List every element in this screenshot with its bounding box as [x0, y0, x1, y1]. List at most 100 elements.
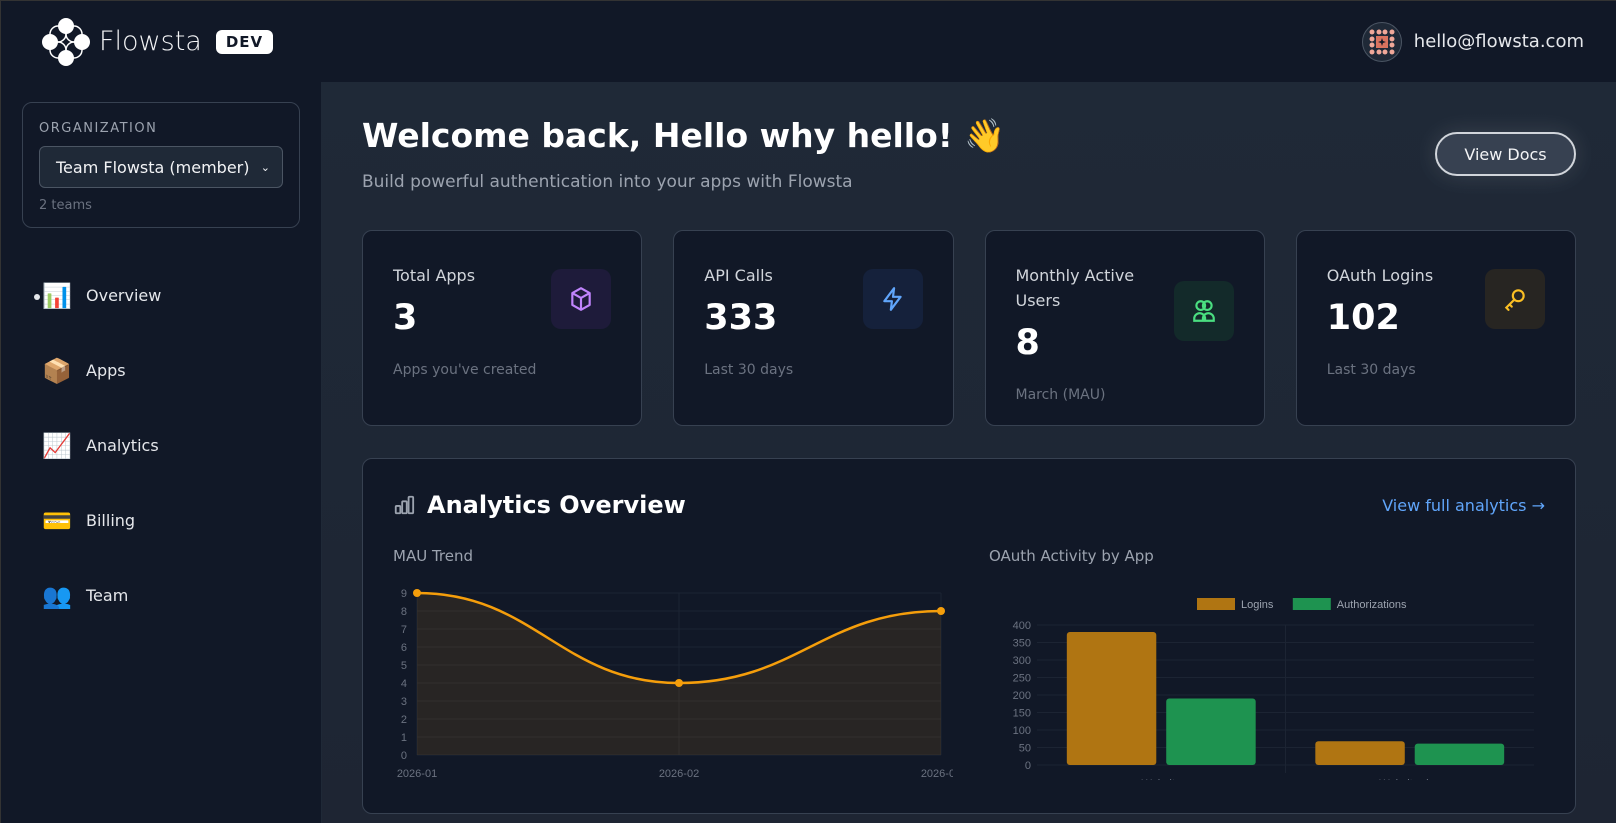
area-fill: [417, 593, 941, 755]
y-tick-label: 5: [401, 660, 407, 672]
page-subtitle: Build powerful authentication into your …: [362, 172, 853, 192]
y-tick-label: 200: [1013, 690, 1031, 702]
cube-icon: [551, 269, 612, 329]
bar-logins: [1066, 632, 1157, 765]
stat-label: Total Apps: [393, 266, 476, 285]
stat-sub: March (MAU): [1015, 387, 1106, 403]
sidebar-item-label: Overview: [86, 286, 162, 305]
stat-sub: Last 30 days: [704, 362, 794, 378]
y-tick-label: 4: [401, 678, 407, 690]
view-docs-button[interactable]: View Docs: [1435, 132, 1576, 176]
stat-card-oauth-logins: OAuth Logins 102 Last 30 days: [1295, 230, 1576, 426]
y-tick-label: 50: [1019, 743, 1031, 755]
sidebar-item-label: Team: [86, 586, 129, 605]
stat-card-mau: Monthly Active Users 8 March (MAU): [984, 230, 1265, 426]
mau-trend-chart: MAU Trend 0 1 2 3 4 5 6 7 8 9 2026-01 2026-02 2026-0…: [393, 547, 961, 784]
bar-authorizations: [1414, 743, 1505, 765]
x-tick-label: Website: [1141, 778, 1181, 780]
user-menu[interactable]: hello@flowsta.com: [1361, 21, 1584, 62]
sidebar-item-analytics[interactable]: 📈 Analytics: [22, 408, 300, 483]
oauth-activity-chart: OAuth Activity by App 0 50 100 150 200 250 300…: [989, 547, 1554, 790]
package-icon: 📦: [42, 356, 72, 385]
y-tick-label: 7: [401, 624, 407, 636]
sidebar-item-overview[interactable]: 📊 Overview: [22, 258, 300, 333]
bar-logins: [1315, 741, 1405, 765]
trend-icon: 📈: [42, 431, 72, 460]
y-tick-label: 3: [401, 696, 407, 708]
y-tick-label: 300: [1013, 655, 1031, 667]
chevron-down-icon: ⌄: [260, 160, 270, 174]
sidebar-item-label: Apps: [86, 361, 126, 380]
brand-name: Flowsta: [99, 26, 202, 57]
stat-card-api-calls: API Calls 333 Last 30 days: [673, 230, 954, 426]
stat-label: OAuth Logins: [1326, 266, 1434, 285]
sidebar-nav: 📊 Overview 📦 Apps 📈 Analytics 💳 Billing 👥 Tea…: [22, 258, 300, 633]
y-tick-label: 350: [1013, 638, 1031, 650]
legend-swatch: [1292, 598, 1331, 610]
x-tick-label: 2026-02: [659, 768, 699, 780]
top-header: Flowsta DEV hello@flowsta.com: [0, 0, 1616, 82]
key-icon: [1485, 269, 1545, 329]
main-content: Welcome back, Hello why hello! 👋 Build p…: [322, 82, 1616, 823]
chart-title: MAU Trend: [393, 547, 474, 565]
stat-label: API Calls: [704, 266, 773, 285]
sidebar-item-label: Billing: [86, 511, 136, 530]
y-tick-label: 0: [1025, 760, 1031, 772]
stat-sub: Apps you've created: [393, 362, 537, 378]
org-count: 2 teams: [39, 198, 92, 213]
bar-chart-icon: [394, 495, 415, 515]
stats-cards: Total Apps 3 Apps you've created API Cal…: [362, 230, 1576, 426]
legend-label: Authorizations: [1337, 599, 1407, 611]
y-tick-label: 0: [401, 750, 407, 762]
oauth-activity-svg: 0 50 100 150 200 250 300 350 400 Website Website-d…: [1013, 598, 1534, 790]
view-full-analytics-link[interactable]: View full analytics →: [1382, 495, 1545, 515]
flowsta-logo-icon: [42, 17, 90, 66]
sidebar-item-apps[interactable]: 📦 Apps: [22, 333, 300, 408]
x-tick-label: Website-dev: [1379, 778, 1440, 780]
org-label: ORGANIZATION: [39, 121, 158, 136]
y-tick-label: 6: [401, 642, 407, 654]
chart-icon: 📊: [42, 281, 72, 310]
stat-value: 3: [393, 298, 418, 338]
logo[interactable]: Flowsta DEV: [41, 17, 274, 67]
data-point: [675, 679, 683, 687]
y-tick-label: 250: [1013, 673, 1031, 685]
sidebar-item-team[interactable]: 👥 Team: [22, 558, 300, 633]
organization-panel: ORGANIZATION Team Flowsta (member) ⌄ 2 t…: [22, 102, 300, 228]
sidebar-item-label: Analytics: [86, 436, 159, 455]
organization-select[interactable]: Team Flowsta (member) ⌄: [39, 146, 283, 188]
users-icon: [1173, 281, 1234, 341]
user-email: hello@flowsta.com: [1413, 31, 1584, 52]
y-tick-label: 150: [1013, 708, 1031, 720]
bar-authorizations: [1166, 698, 1256, 765]
x-tick-label: 2026-01: [397, 768, 437, 780]
users-icon: 👥: [42, 581, 72, 610]
stat-value: 102: [1326, 298, 1400, 338]
x-tick-label: 2026-03: [921, 768, 953, 780]
y-tick-label: 100: [1013, 725, 1031, 737]
lightning-icon: [862, 269, 923, 329]
stat-value: 333: [704, 298, 778, 338]
legend-label: Logins: [1241, 599, 1274, 611]
data-point: [413, 589, 421, 597]
sidebar-item-billing[interactable]: 💳 Billing: [22, 483, 300, 558]
avatar: [1361, 21, 1402, 62]
stat-label: Monthly Active Users: [1015, 266, 1135, 310]
y-tick-label: 400: [1013, 620, 1031, 632]
chart-title: OAuth Activity by App: [989, 547, 1154, 565]
page-title: Welcome back, Hello why hello! 👋: [362, 116, 1006, 155]
sidebar: ORGANIZATION Team Flowsta (member) ⌄ 2 t…: [0, 82, 322, 823]
stat-value: 8: [1015, 323, 1040, 363]
y-tick-label: 9: [401, 588, 407, 600]
env-badge: DEV: [215, 29, 274, 54]
y-tick-label: 1: [401, 732, 407, 744]
panel-title: Analytics Overview: [427, 491, 686, 519]
stat-card-total-apps: Total Apps 3 Apps you've created: [362, 230, 643, 426]
y-tick-label: 8: [401, 606, 407, 618]
stat-sub: Last 30 days: [1326, 362, 1416, 378]
legend-swatch: [1197, 598, 1235, 610]
y-tick-label: 2: [401, 714, 407, 726]
data-point: [937, 607, 945, 615]
analytics-overview-panel: Analytics Overview View full analytics →…: [362, 458, 1576, 814]
credit-card-icon: 💳: [42, 506, 72, 535]
